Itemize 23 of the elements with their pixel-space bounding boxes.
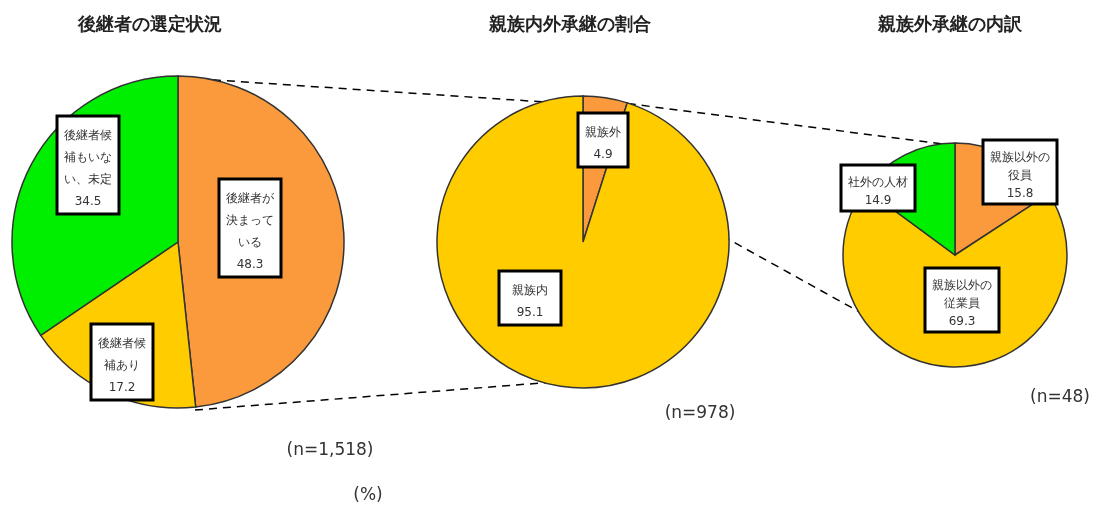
data-label: 4.9 (593, 147, 613, 161)
text: (%) (353, 484, 383, 504)
data-label: 95.1 (516, 305, 544, 319)
slice-label: 後継者候補あり (98, 336, 146, 372)
data-label: 14.9 (864, 193, 892, 207)
slice-label: 親族以外の役員 (990, 150, 1050, 182)
data-label: 34.5 (74, 194, 102, 208)
slice-label: 後継者候補もいない、未定 (64, 128, 112, 186)
text: (n=48) (1030, 386, 1090, 406)
data-label: 48.3 (236, 257, 264, 271)
data-label: 69.3 (948, 314, 976, 328)
slice-label: 親族外 (585, 125, 621, 139)
data-label: 17.2 (108, 380, 136, 394)
slice-label: 後継者が決まっている (226, 191, 275, 249)
chart-title: 親族外承継の内訳 (877, 13, 1023, 34)
chart-title: 後継者の選定状況 (77, 13, 222, 34)
slice-label: 親族以外の従業員 (932, 278, 992, 310)
data-label: 15.8 (1006, 186, 1034, 200)
slice-label: 社外の人材 (848, 175, 908, 189)
slice-label: 親族内 (512, 283, 548, 297)
chart-title: 親族内外承継の割合 (488, 13, 651, 34)
text: (n=1,518) (286, 439, 374, 459)
text: (n=978) (664, 402, 736, 422)
